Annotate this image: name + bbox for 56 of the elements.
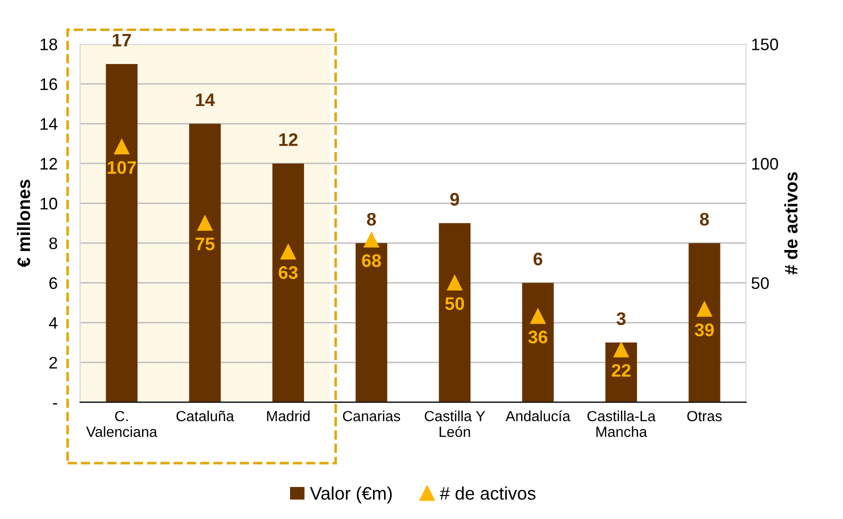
point xyxy=(197,216,213,231)
data-label: 12 xyxy=(279,133,298,146)
point xyxy=(530,308,546,324)
y-tick-label: 18 xyxy=(40,38,58,50)
point xyxy=(364,232,380,248)
data-label: 9 xyxy=(450,192,460,206)
data-label: 68 xyxy=(362,254,381,268)
x-tick-label: C. Valenciana xyxy=(86,410,158,437)
x-tick-label: Castilla Y León xyxy=(424,410,486,437)
y-tick-label: 2 xyxy=(49,356,58,368)
y-tick-label: 16 xyxy=(40,78,58,90)
y2-tick-label: 100 xyxy=(752,158,778,170)
y2-axis-title: # de activos xyxy=(784,172,798,275)
y-axis-title: € millones xyxy=(16,180,30,268)
legend-label: # de activos xyxy=(440,486,536,500)
bar xyxy=(356,243,388,402)
point xyxy=(696,301,712,317)
y-tick-label: - xyxy=(53,403,58,404)
data-label: 75 xyxy=(196,238,214,250)
legend-label: Valor (€m) xyxy=(310,486,392,504)
data-label: 6 xyxy=(534,252,542,266)
bar xyxy=(438,223,471,402)
bar xyxy=(272,163,304,402)
data-label: 22 xyxy=(612,364,631,377)
x-tick-label: Andalucía xyxy=(506,410,570,422)
data-label: 39 xyxy=(694,323,714,336)
y-tick-label: 6 xyxy=(49,277,58,290)
bar xyxy=(522,282,554,402)
data-label: 36 xyxy=(528,330,548,344)
data-label: 107 xyxy=(108,161,136,174)
data-label: 8 xyxy=(700,212,709,226)
y-tick-label: 8 xyxy=(49,237,58,250)
bar xyxy=(189,124,221,402)
x-tick-label: Cataluña xyxy=(176,410,234,422)
data-label: 14 xyxy=(196,94,215,106)
data-label: 63 xyxy=(278,266,298,279)
y2-tick-label: 50 xyxy=(752,277,769,290)
point xyxy=(114,139,130,154)
x-tick-label: Canarias xyxy=(343,410,400,422)
y-tick-label: 10 xyxy=(40,198,58,210)
bar xyxy=(106,64,138,402)
data-label: 50 xyxy=(445,297,464,310)
y-tick-label: 12 xyxy=(40,158,58,170)
y-tick-label: 4 xyxy=(48,317,58,329)
x-tick-label: Madrid xyxy=(267,410,310,422)
bar xyxy=(688,243,720,402)
x-tick-label: Otras xyxy=(687,410,722,422)
y-tick-label: 14 xyxy=(40,118,58,130)
point xyxy=(280,244,296,260)
data-label: 17 xyxy=(112,34,131,46)
x-tick-label: Castilla-La Mancha xyxy=(587,410,656,437)
data-label: 8 xyxy=(367,212,376,226)
data-label: 3 xyxy=(616,312,626,326)
point xyxy=(447,275,462,290)
y2-tick-label: 150 xyxy=(752,38,778,50)
point xyxy=(614,342,629,358)
